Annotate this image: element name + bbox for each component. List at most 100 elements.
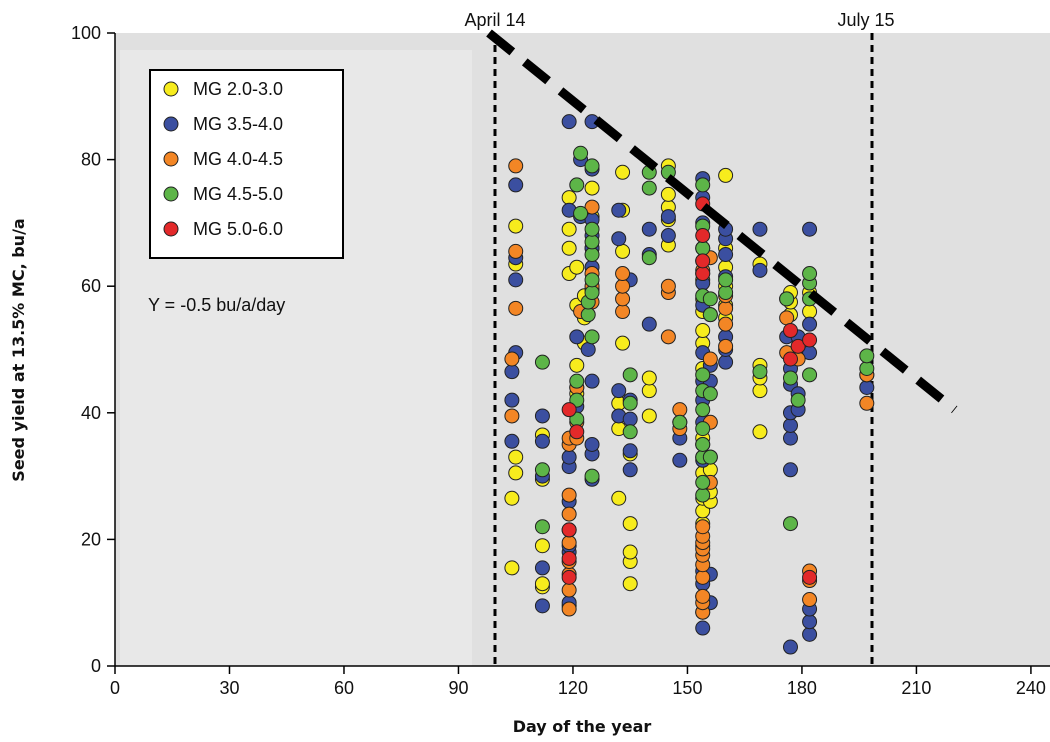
data-point-2 [504,364,520,380]
data-point-3 [702,351,718,367]
x-tick-label: 60 [334,678,354,698]
data-point-2 [584,436,600,452]
data-point-5 [695,266,711,282]
data-point-3 [695,569,711,585]
data-point-4 [695,436,711,452]
data-point-2 [534,560,550,576]
data-point-1 [508,465,524,481]
legend-box [149,69,344,259]
legend-label: MG 4.0-4.5 [193,149,283,169]
legend-label: MG 4.5-5.0 [193,184,283,204]
data-point-4 [718,272,734,288]
data-point-1 [569,357,585,373]
data-point-3 [504,351,520,367]
data-point-2 [782,430,798,446]
data-point-4 [584,247,600,263]
data-point-1 [641,408,657,424]
data-point-1 [508,218,524,234]
y-tick-label: 100 [71,23,101,43]
data-point-4 [782,370,798,386]
data-point-1 [622,516,638,532]
april-14-label: April 14 [464,10,525,30]
data-point-1 [611,490,627,506]
data-point-3 [802,592,818,608]
data-point-2 [641,316,657,332]
data-point-2 [752,221,768,237]
data-point-4 [584,272,600,288]
data-point-2 [622,462,638,478]
data-point-4 [702,386,718,402]
data-point-4 [584,285,600,301]
data-point-4 [859,348,875,364]
data-point-4 [569,177,585,193]
data-point-1 [508,449,524,465]
data-point-1 [622,544,638,560]
data-point-4 [622,395,638,411]
data-point-2 [584,373,600,389]
data-point-4 [573,205,589,221]
data-point-2 [611,383,627,399]
data-point-1 [569,259,585,275]
data-point-4 [584,468,600,484]
legend-marker [163,221,179,237]
legend-marker [163,81,179,97]
july-15-label: July 15 [837,10,894,30]
data-point-4 [534,462,550,478]
data-point-3 [859,395,875,411]
data-point-2 [504,392,520,408]
data-point-3 [660,329,676,345]
data-point-4 [580,307,596,323]
data-point-4 [569,373,585,389]
data-point-2 [752,262,768,278]
data-point-2 [859,379,875,395]
data-point-4 [695,402,711,418]
data-point-2 [802,614,818,630]
x-tick-label: 30 [219,678,239,698]
data-point-3 [695,519,711,535]
data-point-3 [779,310,795,326]
legend-marker [163,116,179,132]
data-point-2 [672,452,688,468]
data-point-5 [561,522,577,538]
data-point-4 [584,329,600,345]
data-point-5 [790,338,806,354]
data-point-4 [672,414,688,430]
data-point-4 [802,266,818,282]
data-point-3 [615,291,631,307]
data-point-3 [508,158,524,174]
data-point-5 [569,424,585,440]
data-point-4 [790,392,806,408]
data-point-1 [660,186,676,202]
regression-annotation: Y = -0.5 bu/a/day [148,295,285,315]
data-point-1 [615,335,631,351]
data-point-4 [752,364,768,380]
data-point-4 [695,177,711,193]
x-tick-label: 240 [1016,678,1046,698]
data-point-4 [695,240,711,256]
data-point-3 [615,304,631,320]
data-point-1 [504,490,520,506]
data-point-5 [802,569,818,585]
data-point-4 [802,367,818,383]
data-point-2 [641,221,657,237]
legend: MG 2.0-3.0 MG 3.5-4.0 MG 4.0-4.5 MG 4.5-5.0… [149,69,344,259]
x-axis-title: Day of the year [513,717,652,736]
data-point-2 [508,177,524,193]
data-point-1 [641,370,657,386]
data-point-3 [660,278,676,294]
data-point-4 [695,474,711,490]
legend-label: MG 3.5-4.0 [193,114,283,134]
data-point-3 [584,199,600,215]
data-point-1 [504,560,520,576]
y-tick-label: 60 [81,276,101,296]
data-point-3 [508,243,524,259]
data-point-3 [695,588,711,604]
data-point-2 [802,221,818,237]
data-point-1 [615,243,631,259]
data-point-5 [561,402,577,418]
data-point-2 [534,433,550,449]
data-point-3 [615,266,631,282]
data-point-3 [615,278,631,294]
data-point-4 [782,516,798,532]
data-point-2 [508,272,524,288]
